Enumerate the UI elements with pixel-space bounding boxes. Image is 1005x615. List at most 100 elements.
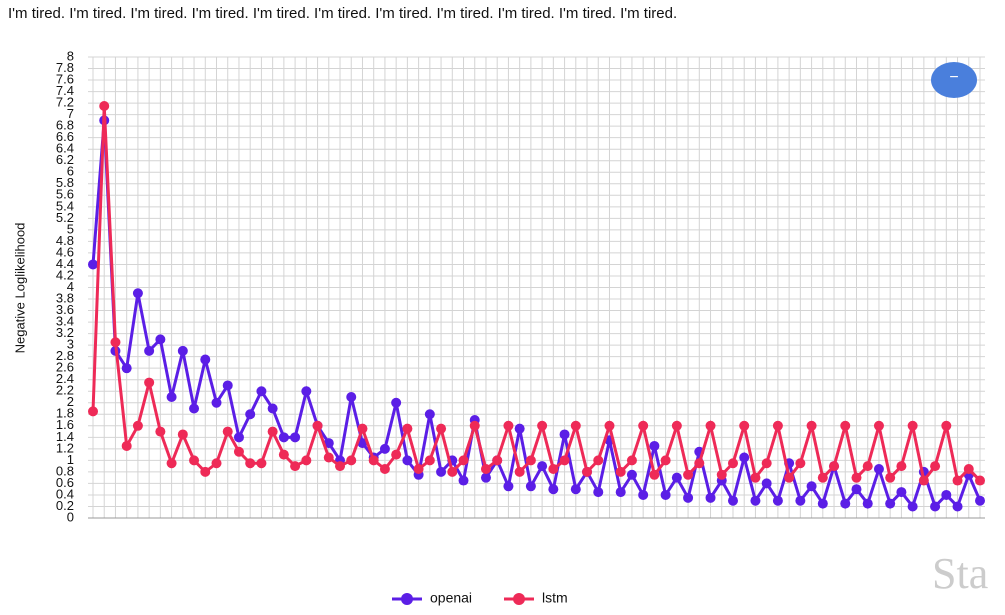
data-point [941, 420, 952, 431]
data-point [694, 458, 705, 469]
data-point [458, 475, 469, 486]
header-text: I'm tired. I'm tired. I'm tired. I'm tir… [8, 5, 677, 22]
data-point [278, 432, 289, 443]
data-point [514, 423, 525, 434]
data-point [233, 432, 244, 443]
watermark: Sta [932, 549, 988, 598]
y-tick-label: 7 [67, 106, 74, 121]
data-point [772, 420, 783, 431]
data-point [469, 420, 480, 431]
y-tick-label: 0.4 [56, 486, 74, 501]
y-tick-label: 1.8 [56, 406, 74, 421]
data-point [885, 498, 896, 509]
data-point [492, 455, 503, 466]
data-point [413, 464, 424, 475]
data-point [727, 458, 738, 469]
y-tick-label: 3.8 [56, 290, 74, 305]
y-tick-label: 3.4 [56, 314, 74, 329]
data-point [761, 478, 772, 489]
data-point [907, 501, 918, 512]
data-point [155, 334, 166, 345]
data-point [660, 455, 671, 466]
y-tick-label: 6.4 [56, 141, 74, 156]
data-point [189, 403, 200, 414]
data-point [222, 426, 233, 437]
grid: 00.20.40.60.811.21.41.61.822.22.42.62.83… [56, 48, 985, 524]
data-point [503, 420, 514, 431]
data-point [245, 409, 256, 420]
data-point [189, 455, 200, 466]
data-point [211, 397, 222, 408]
data-point [907, 420, 918, 431]
data-point [840, 420, 851, 431]
data-point [638, 489, 649, 500]
y-tick-label: 5 [67, 221, 74, 236]
data-point [480, 472, 491, 483]
y-tick-label: 4.6 [56, 244, 74, 259]
data-point [346, 391, 357, 402]
data-point [896, 461, 907, 472]
data-point [110, 337, 121, 348]
data-point [458, 455, 469, 466]
legend-label: lstm [542, 590, 568, 606]
y-tick-label: 5.6 [56, 187, 74, 202]
y-tick-label: 7.4 [56, 83, 74, 98]
data-point [862, 498, 873, 509]
data-point [851, 472, 862, 483]
data-point [166, 458, 177, 469]
data-point [267, 403, 278, 414]
data-point [683, 469, 694, 480]
data-point [727, 495, 738, 506]
y-tick-label: 4.4 [56, 256, 74, 271]
y-tick-label: 2 [67, 394, 74, 409]
data-point [817, 472, 828, 483]
data-point [671, 420, 682, 431]
data-point [705, 420, 716, 431]
data-point [952, 501, 963, 512]
data-point [593, 455, 604, 466]
data-point [806, 481, 817, 492]
data-point [537, 461, 548, 472]
y-tick-label: 3 [67, 337, 74, 352]
data-point [402, 423, 413, 434]
y-tick-label: 6.8 [56, 118, 74, 133]
y-tick-label: 7.6 [56, 71, 74, 86]
data-point [436, 466, 447, 477]
data-point [290, 461, 301, 472]
data-point [402, 455, 413, 466]
data-point [638, 420, 649, 431]
y-tick-label: 0 [67, 509, 74, 524]
data-point [862, 461, 873, 472]
data-point [930, 461, 941, 472]
data-point [290, 432, 301, 443]
data-point [548, 464, 559, 475]
data-point [391, 397, 402, 408]
data-point [200, 466, 211, 477]
y-tick-label: 1.4 [56, 429, 74, 444]
data-point [121, 440, 132, 451]
data-point [570, 484, 581, 495]
data-point [930, 501, 941, 512]
data-point [559, 455, 570, 466]
y-tick-label: 0.6 [56, 475, 74, 490]
toggle-button-label[interactable]: − [949, 69, 958, 86]
data-point [278, 449, 289, 460]
y-tick-label: 3.6 [56, 302, 74, 317]
data-point [873, 420, 884, 431]
data-point [975, 475, 985, 486]
data-point [537, 420, 548, 431]
y-tick-label: 2.8 [56, 348, 74, 363]
data-point [851, 484, 862, 495]
data-point [424, 409, 435, 420]
data-point [166, 391, 177, 402]
toggle-button[interactable] [931, 62, 977, 98]
y-axis-label: Negative Loglikelihood [12, 223, 27, 354]
data-point [941, 489, 952, 500]
data-point [918, 475, 929, 486]
data-point [88, 259, 98, 270]
data-point [739, 452, 750, 463]
data-point [525, 455, 536, 466]
data-point [211, 458, 222, 469]
data-point [570, 420, 581, 431]
